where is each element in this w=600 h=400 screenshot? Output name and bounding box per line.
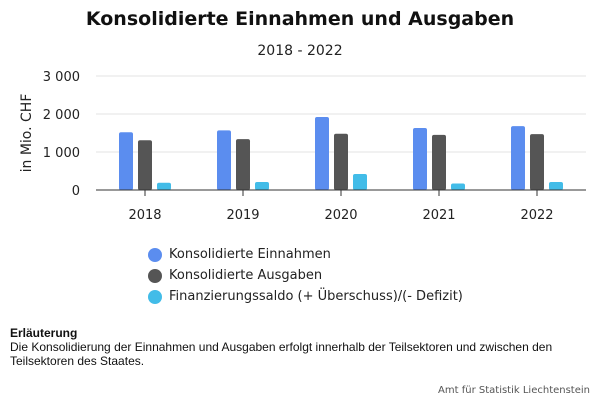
legend-label: Finanzierungssaldo (+ Überschuss)/(- Def… xyxy=(169,289,463,304)
legend-item-saldo[interactable]: Finanzierungssaldo (+ Überschuss)/(- Def… xyxy=(148,286,463,307)
note-heading: Erläuterung xyxy=(10,326,78,340)
legend-swatch-ausgaben xyxy=(148,268,162,283)
x-tick-label: 2020 xyxy=(324,208,357,223)
x-tick-label: 2019 xyxy=(226,208,259,223)
bar-2022-series-1[interactable] xyxy=(530,134,544,190)
bar-2019-series-1[interactable] xyxy=(236,139,250,190)
legend-label: Konsolidierte Ausgaben xyxy=(169,268,323,283)
bar-2020-series-1[interactable] xyxy=(334,133,348,190)
bar-2020-series-0[interactable] xyxy=(315,117,329,190)
y-tick-label: 1 000 xyxy=(43,146,80,161)
bar-2018-series-0[interactable] xyxy=(119,132,133,190)
x-tick-label: 2021 xyxy=(422,208,455,223)
bar-2022-series-2[interactable] xyxy=(549,182,563,190)
bar-2019-series-0[interactable] xyxy=(217,130,231,190)
legend-item-einnahmen[interactable]: Konsolidierte Einnahmen xyxy=(148,244,463,265)
y-tick-label: 0 xyxy=(72,184,80,199)
bar-2022-series-0[interactable] xyxy=(511,126,525,190)
bar-2019-series-2[interactable] xyxy=(255,182,269,190)
x-axis-ticks: 2018 2019 2020 2021 2022 xyxy=(128,190,554,223)
bar-chart: 0 1 000 2 000 3 000 2018 2019 2020 2021 2022 in… xyxy=(19,70,586,223)
bar-2018-series-2[interactable] xyxy=(157,182,171,190)
legend-swatch-einnahmen xyxy=(148,247,162,262)
note-text: Die Konsolidierung der Einnahmen und Aus… xyxy=(10,340,553,368)
y-axis-ticks: 0 1 000 2 000 3 000 xyxy=(43,70,80,199)
chart-title: Konsolidierte Einnahmen und Ausgaben xyxy=(85,8,515,30)
legend-item-ausgaben[interactable]: Konsolidierte Ausgaben xyxy=(148,265,463,286)
y-tick-label: 2 000 xyxy=(43,108,80,123)
chart-subtitle: 2018 - 2022 xyxy=(257,43,343,59)
explanation-note: Erläuterung Die Konsolidierung der Einna… xyxy=(10,326,595,368)
bars xyxy=(119,117,563,190)
x-tick-label: 2022 xyxy=(520,208,553,223)
bar-2018-series-1[interactable] xyxy=(138,140,152,190)
bar-2021-series-0[interactable] xyxy=(413,128,427,190)
bar-2021-series-1[interactable] xyxy=(432,134,446,190)
y-axis-label: in Mio. CHF xyxy=(19,94,35,173)
y-tick-label: 3 000 xyxy=(43,70,80,85)
x-tick-label: 2018 xyxy=(128,208,161,223)
bar-2020-series-2[interactable] xyxy=(353,174,367,190)
bar-2021-series-2[interactable] xyxy=(451,183,465,190)
source-credit: Amt für Statistik Liechtenstein xyxy=(438,385,590,396)
legend: Konsolidierte Einnahmen Konsolidierte Au… xyxy=(148,244,463,307)
legend-swatch-saldo xyxy=(148,289,162,304)
legend-label: Konsolidierte Einnahmen xyxy=(169,247,331,262)
